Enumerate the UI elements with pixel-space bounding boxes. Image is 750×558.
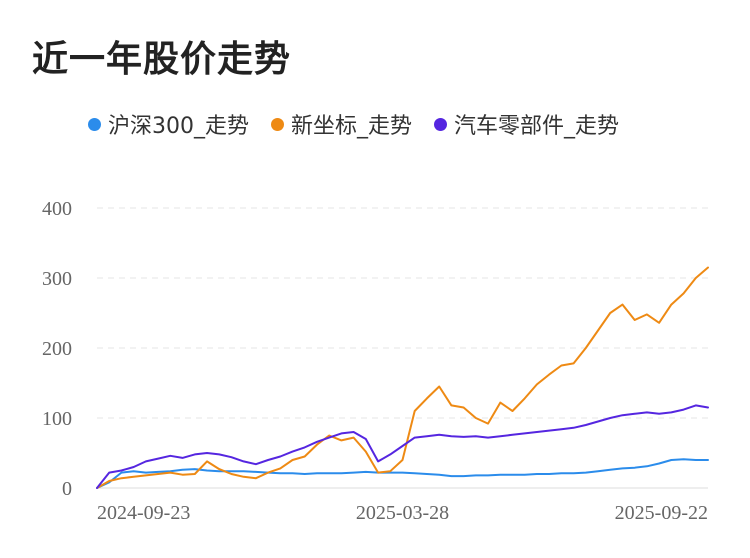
legend: 沪深300_走势 新坐标_走势 汽车零部件_走势	[88, 108, 619, 140]
grid-lines	[97, 207, 708, 489]
x-tick-label: 2024-09-23	[97, 502, 190, 524]
series-line-auto-parts	[96, 404, 709, 489]
legend-item-xinzuobiao[interactable]: 新坐标_走势	[271, 108, 412, 140]
legend-item-hs300[interactable]: 沪深300_走势	[88, 108, 249, 140]
y-tick-label: 0	[62, 478, 72, 500]
legend-label-auto-parts: 汽车零部件_走势	[454, 114, 620, 139]
legend-label-xinzuobiao: 新坐标_走势	[291, 114, 413, 139]
y-axis-ticks: 0 100 200 300 400	[42, 198, 72, 500]
legend-dot-auto-parts	[434, 117, 448, 131]
x-axis-ticks: 2024-09-23 2025-03-28 2025-09-22	[97, 502, 708, 524]
series-line-xinzuobiao	[96, 266, 709, 489]
y-tick-label: 400	[42, 198, 72, 220]
x-tick-label: 2025-03-28	[356, 502, 449, 524]
y-tick-label: 100	[42, 408, 72, 430]
series-lines	[96, 266, 709, 489]
y-tick-label: 300	[42, 268, 72, 290]
x-tick-label: 2025-09-22	[615, 502, 708, 524]
legend-dot-xinzuobiao	[271, 117, 284, 131]
y-tick-label: 200	[42, 338, 72, 360]
legend-item-auto-parts[interactable]: 汽车零部件_走势	[434, 108, 619, 140]
legend-dot-hs300	[88, 117, 101, 131]
chart-title: 近一年股价走势	[32, 39, 292, 80]
legend-label-hs300: 沪深300_走势	[108, 114, 249, 139]
